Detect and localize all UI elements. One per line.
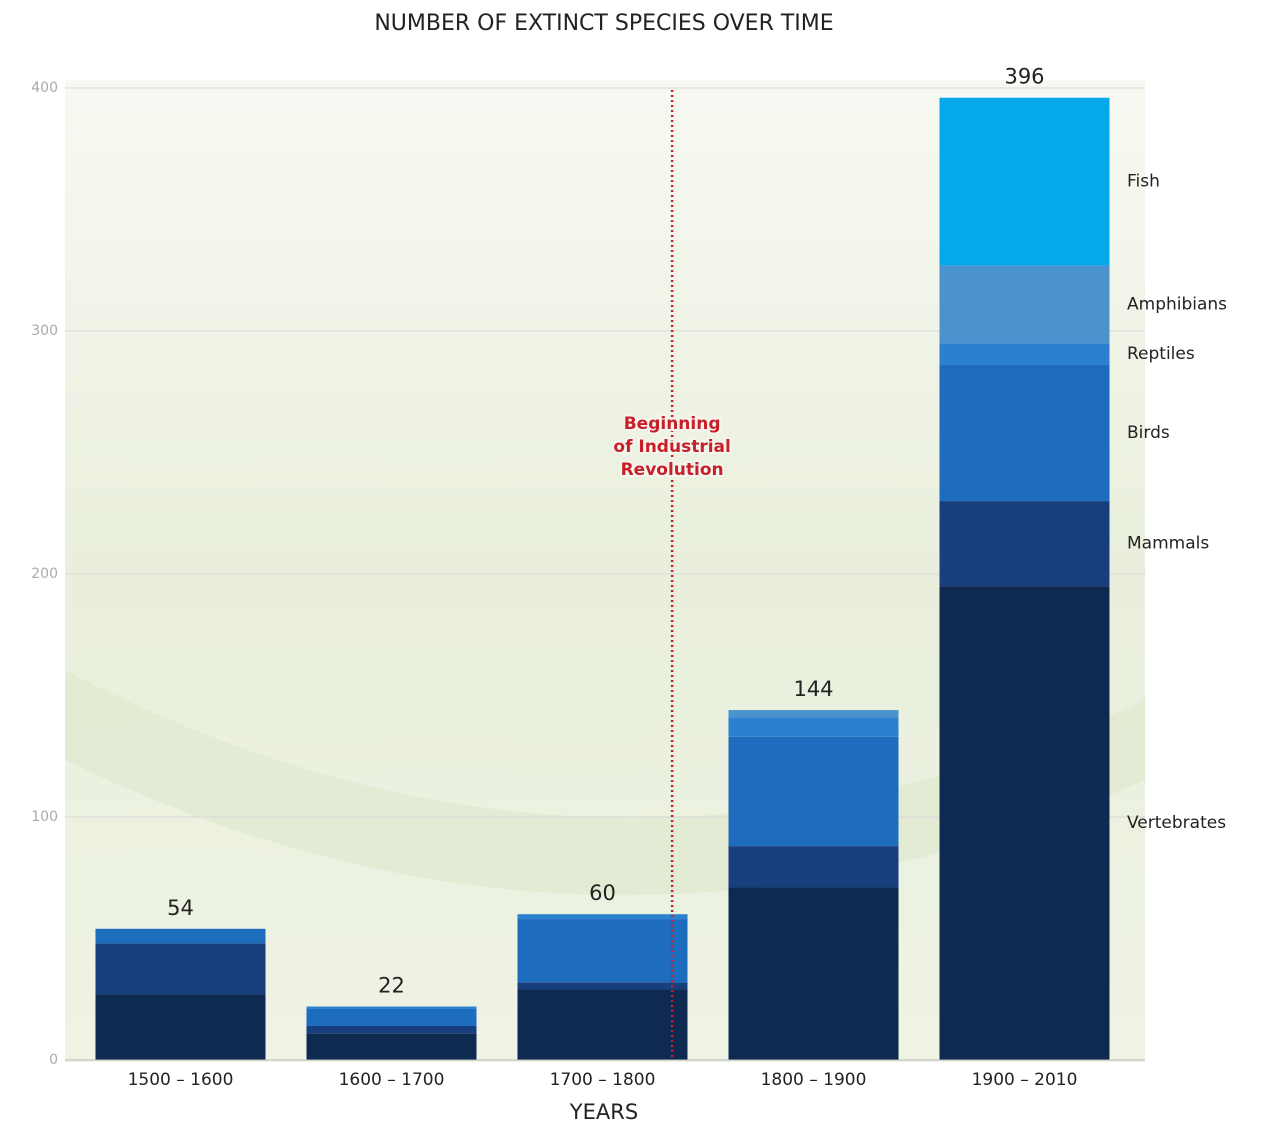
x-tick-label: 1600 – 1700 [339, 1070, 445, 1090]
bar-segment [95, 928, 266, 944]
bar-segment [306, 1008, 477, 1026]
bar-segment [306, 1033, 477, 1060]
y-tick-label: 200 [31, 566, 58, 582]
bar-segment [306, 1006, 477, 1009]
y-tick-label: 0 [49, 1052, 58, 1068]
legend-label: Mammals [1127, 534, 1209, 554]
bar-segment [939, 586, 1110, 1060]
legend-label: Reptiles [1127, 344, 1195, 364]
legend-label: Fish [1127, 172, 1160, 192]
annotation-text: Revolution [621, 460, 724, 480]
x-axis-title: YEARS [569, 1100, 638, 1124]
y-tick-label: 100 [31, 809, 58, 825]
total-label: 22 [378, 974, 405, 998]
bar-segment [306, 1025, 477, 1034]
bar-segment [517, 982, 688, 990]
y-tick-label: 400 [31, 80, 58, 96]
legend-label: Vertebrates [1127, 813, 1226, 833]
bar-segment [517, 914, 688, 920]
bar-segment [95, 943, 266, 995]
total-label: 144 [793, 677, 833, 701]
x-tick-label: 1500 – 1600 [128, 1070, 234, 1090]
x-tick-label: 1700 – 1800 [550, 1070, 656, 1090]
bar-segment [95, 994, 266, 1060]
bar-segment [728, 717, 899, 737]
bar-segment [939, 265, 1110, 344]
total-label: 54 [167, 896, 194, 920]
total-label: 60 [589, 881, 616, 905]
total-label: 396 [1004, 65, 1044, 89]
bar-segment [939, 501, 1110, 587]
chart-title: NUMBER OF EXTINCT SPECIES OVER TIME [374, 11, 833, 36]
bar-segment [939, 343, 1110, 366]
bar-segment [728, 736, 899, 847]
x-tick-label: 1900 – 2010 [972, 1070, 1078, 1090]
y-tick-label: 300 [31, 323, 58, 339]
bar-segment [728, 846, 899, 888]
bar-segment [939, 97, 1110, 266]
bar-segment [728, 887, 899, 1060]
annotation-text: of Industrial [613, 437, 730, 457]
bar-segment [939, 365, 1110, 502]
annotation-text: Beginning [624, 414, 721, 434]
legend-label: Amphibians [1127, 294, 1227, 314]
bar-segment [517, 919, 688, 983]
bar-segment [517, 989, 688, 1060]
bar-segment [728, 710, 899, 718]
x-tick-label: 1800 – 1900 [761, 1070, 867, 1090]
legend-label: Birds [1127, 423, 1170, 443]
